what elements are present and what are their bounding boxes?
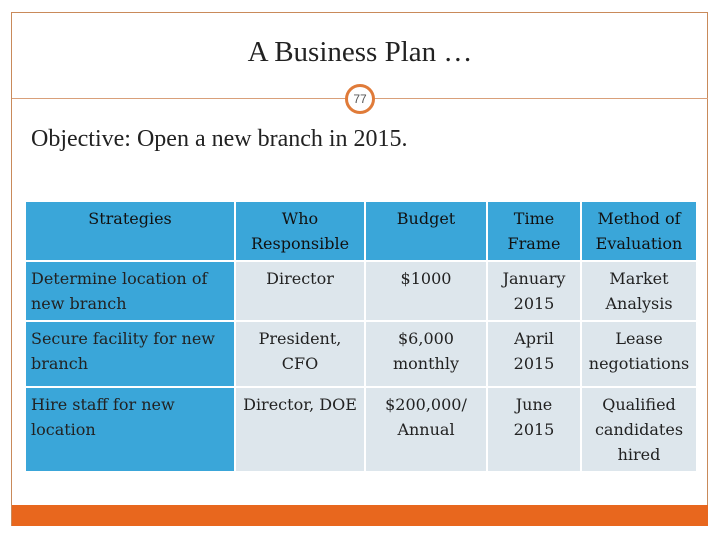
footer-accent-bar: [12, 505, 708, 526]
table-header-row: Strategies Who Responsible Budget Time F…: [26, 202, 696, 260]
slide-title: A Business Plan …: [247, 36, 473, 68]
table-cell-responsible: President, CFO: [236, 322, 364, 386]
table-cell-evaluation: Lease negotiations: [582, 322, 696, 386]
header-strategies: Strategies: [26, 202, 234, 260]
table-cell-budget: $6,000 monthly: [366, 322, 486, 386]
table-cell-responsible: Director, DOE: [236, 388, 364, 471]
table-cell-responsible: Director: [236, 262, 364, 320]
table-row: Secure facility for new branch President…: [26, 322, 696, 386]
table-row: Determine location of new branch Directo…: [26, 262, 696, 320]
table-cell-time-frame: June 2015: [488, 388, 580, 471]
table-cell-evaluation: Qualified candidates hired: [582, 388, 696, 471]
header-who-responsible: Who Responsible: [236, 202, 364, 260]
table-cell-budget: $1000: [366, 262, 486, 320]
table-cell-time-frame: April 2015: [488, 322, 580, 386]
table-cell-evaluation: Market Analysis: [582, 262, 696, 320]
table-row: Hire staff for new location Director, DO…: [26, 388, 696, 471]
header-time-frame: Time Frame: [488, 202, 580, 260]
objective-text: Objective: Open a new branch in 2015.: [31, 126, 408, 152]
table-cell-strategy: Determine location of new branch: [26, 262, 234, 320]
strategy-table: Strategies Who Responsible Budget Time F…: [24, 200, 698, 473]
table-cell-strategy: Secure facility for new branch: [26, 322, 234, 386]
table-cell-time-frame: January 2015: [488, 262, 580, 320]
header-budget: Budget: [366, 202, 486, 260]
table-cell-budget: $200,000/ Annual: [366, 388, 486, 471]
page-number-badge: 77: [345, 84, 375, 114]
table-cell-strategy: Hire staff for new location: [26, 388, 234, 471]
header-method-of-evaluation: Method of Evaluation: [582, 202, 696, 260]
